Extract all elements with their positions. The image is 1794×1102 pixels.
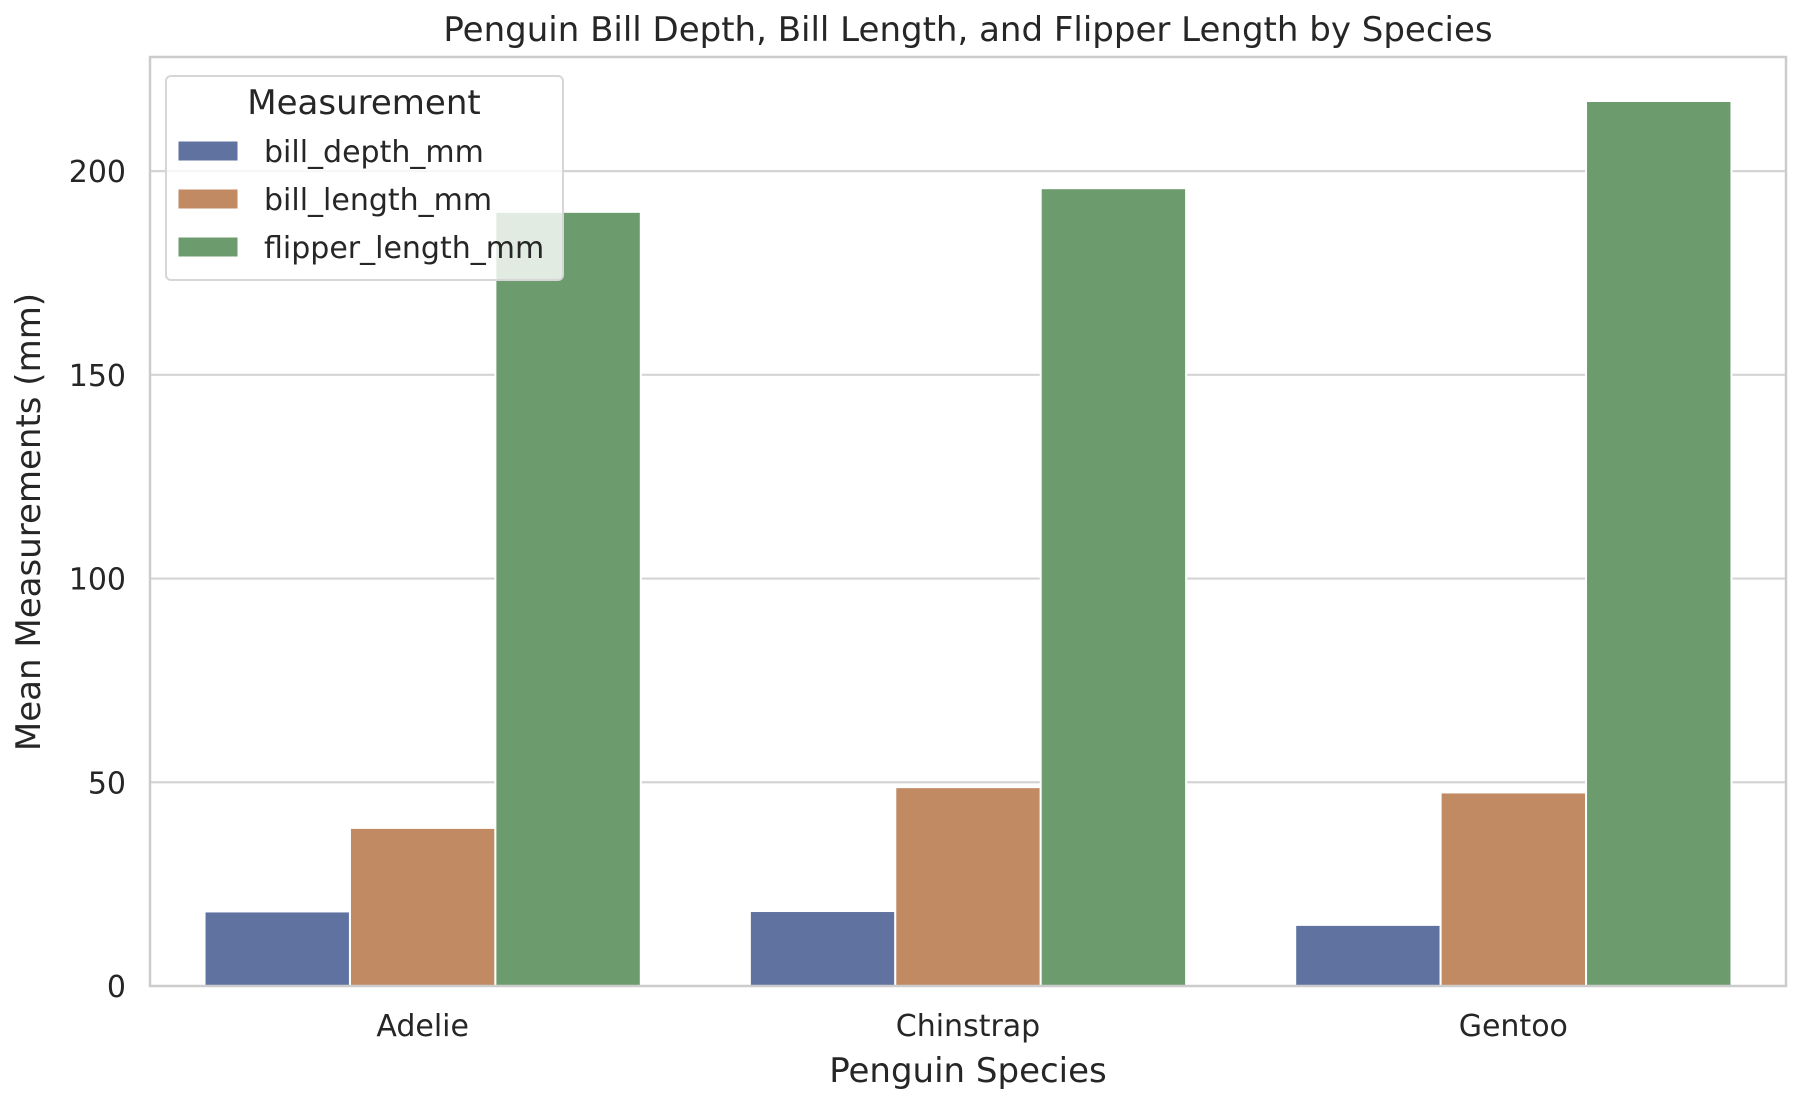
y-tick-label: 150 xyxy=(69,359,126,394)
legend-label-flipper-length-mm: flipper_length_mm xyxy=(264,231,544,266)
legend: Measurement bill_depth_mm bill_length_mmf… xyxy=(165,75,564,281)
x-axis-label: Penguin Species xyxy=(829,1051,1107,1091)
plot-frame xyxy=(148,55,1788,988)
x-tick-label-chinstrap: Chinstrap xyxy=(896,1009,1040,1044)
x-axis-ticks: Adelie Chinstrap Gentoo xyxy=(376,1009,1568,1044)
bar-bill-length-mm-adelie xyxy=(348,826,497,988)
y-tick-label: 100 xyxy=(69,563,126,598)
x-tick-label-adelie: Adelie xyxy=(376,1009,469,1044)
y-axis-ticks: 0 50 100 150 200 xyxy=(69,155,126,1005)
bar-flipper-length-mm-adelie xyxy=(494,210,642,988)
legend-entries: bill_depth_mm bill_length_mm flipper_lengt… xyxy=(177,135,544,266)
legend-box xyxy=(165,75,564,281)
legend-swatch-flipper-length-mm xyxy=(177,236,239,258)
bar-flipper-length-mm-chinstrap xyxy=(1039,187,1188,988)
bar-bill-depth-mm-adelie xyxy=(203,910,351,988)
bar-bill-length-mm-chinstrap xyxy=(894,786,1042,987)
y-tick-label: 0 xyxy=(107,970,126,1005)
bars xyxy=(203,100,1733,988)
bar-bill-depth-mm-chinstrap xyxy=(748,910,897,988)
bar-bill-depth-mm-gentoo xyxy=(1294,923,1442,988)
legend-swatch-bill-depth-mm xyxy=(177,140,239,162)
legend-swatch-bill-length-mm xyxy=(177,188,239,210)
legend-label-bill-length-mm: bill_length_mm xyxy=(264,183,492,218)
legend-label-bill-depth-mm: bill_depth_mm xyxy=(264,135,484,170)
legend-title: Measurement xyxy=(247,83,480,123)
chart-title: Penguin Bill Depth, Bill Length, and Fli… xyxy=(443,10,1492,50)
bar-flipper-length-mm-gentoo xyxy=(1585,100,1733,988)
bar-bill-length-mm-gentoo xyxy=(1439,791,1588,987)
y-tick-label: 200 xyxy=(69,155,126,190)
y-axis-label: Mean Measurements (mm) xyxy=(9,293,49,751)
x-tick-label-gentoo: Gentoo xyxy=(1459,1009,1568,1044)
y-tick-label: 50 xyxy=(88,766,126,801)
